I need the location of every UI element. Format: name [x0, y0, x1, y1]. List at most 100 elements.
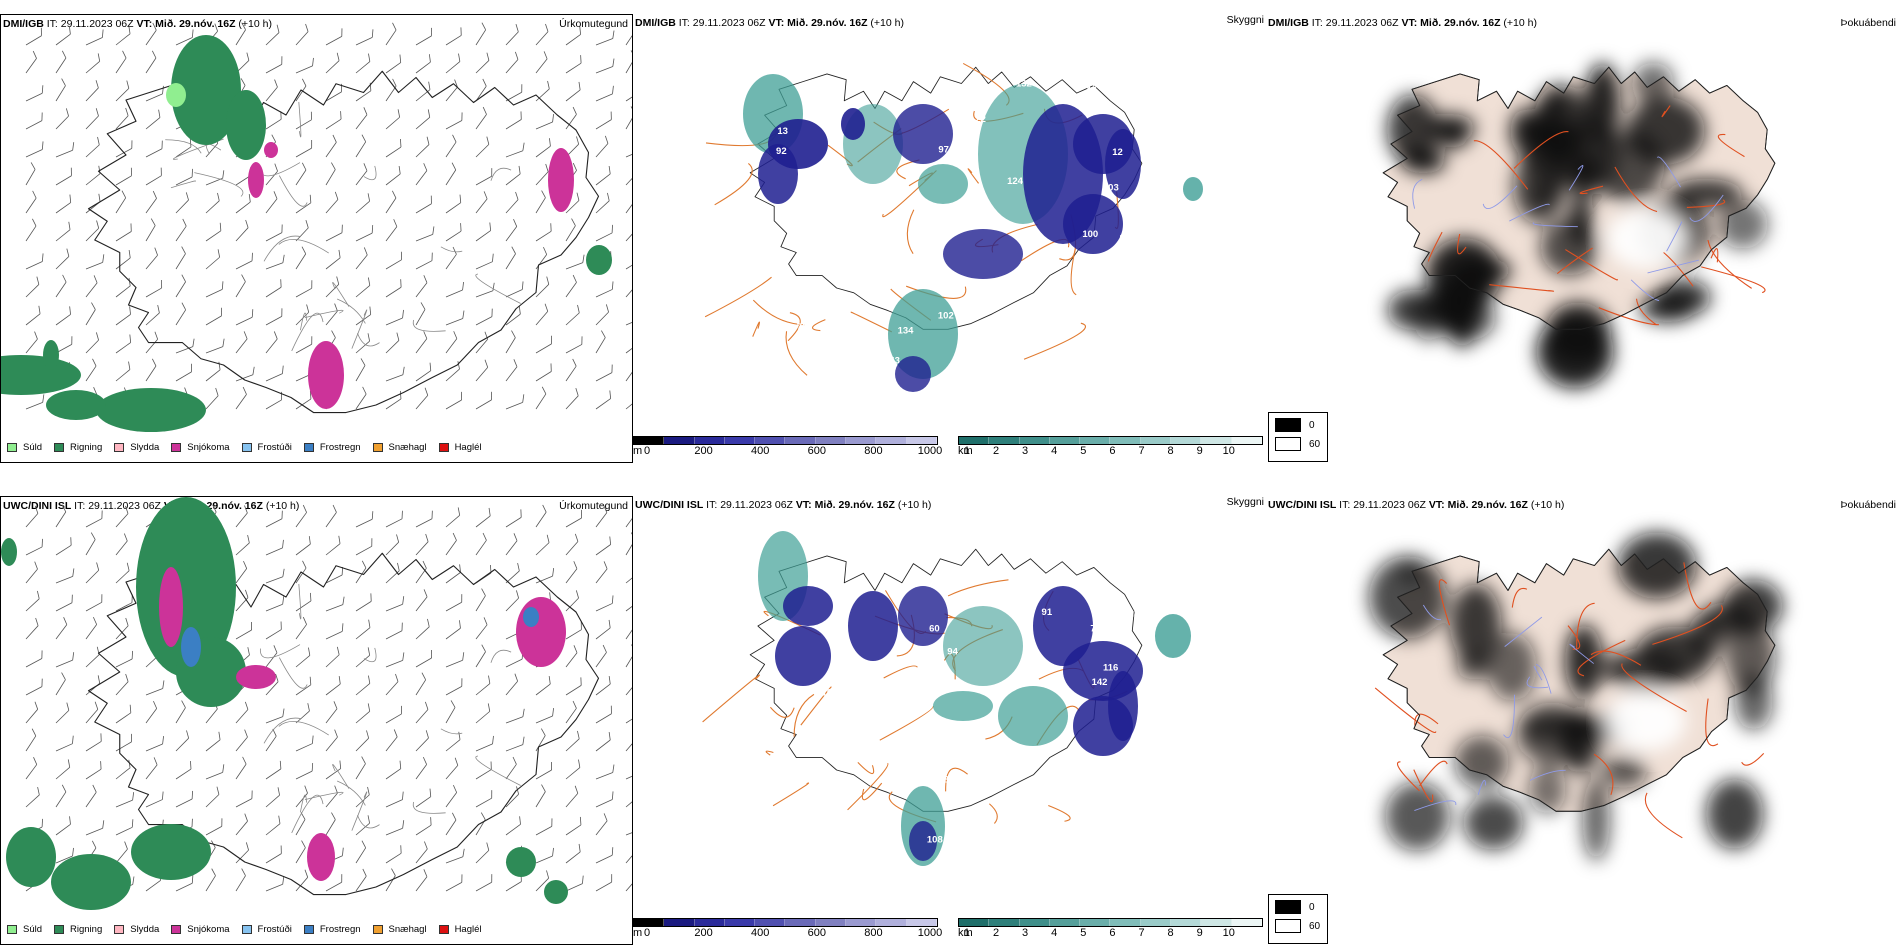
iceland-coastline	[87, 70, 600, 414]
wind-barb	[235, 868, 246, 892]
colorbar-cell	[989, 919, 1020, 926]
wind-barb	[295, 390, 312, 410]
wind-barb	[295, 616, 307, 640]
wind-barb	[295, 504, 307, 528]
wind-barb	[415, 302, 426, 326]
ceiling-area	[1033, 586, 1093, 666]
rain-area	[6, 827, 56, 887]
legend-item: Snjókoma	[171, 442, 230, 453]
river-line	[1482, 185, 1518, 209]
wind-barb	[25, 162, 36, 186]
wind-barb	[265, 815, 281, 836]
wind-barb	[55, 652, 75, 668]
ceiling-value-label: 12	[1112, 147, 1123, 158]
river-line	[1414, 800, 1457, 811]
fog-blob	[1669, 178, 1742, 208]
wind-barb	[175, 192, 189, 214]
iceland-coastline	[1382, 548, 1776, 812]
river-line	[1568, 165, 1584, 191]
rain-area	[1, 538, 17, 566]
wind-barb	[595, 791, 614, 808]
wind-barb	[265, 365, 284, 382]
wind-barb	[445, 361, 460, 382]
ceiling-value-label: 22	[975, 114, 986, 125]
wind-barb	[325, 224, 343, 242]
wind-barb	[265, 191, 278, 214]
ceiling-value-label: 191	[1086, 80, 1103, 91]
wind-barb	[355, 277, 371, 298]
wind-barb	[85, 108, 99, 130]
colorbar-cell	[1110, 437, 1141, 444]
wind-barb	[475, 308, 493, 326]
colorbar-cell	[1201, 919, 1232, 926]
wind-barb	[85, 275, 98, 298]
wind-barb	[475, 874, 493, 892]
wind-barb	[115, 792, 135, 808]
road-line	[800, 686, 832, 726]
river-line	[1656, 156, 1681, 188]
precip-type-label-row2: Úrkomutegund	[559, 500, 628, 512]
river-line	[351, 791, 368, 831]
wind-barb	[595, 281, 614, 298]
road-line	[1576, 602, 1595, 651]
wind-barb	[175, 138, 192, 158]
wind-barb	[565, 106, 577, 130]
wind-barb	[625, 828, 632, 836]
wind-barb	[25, 786, 40, 808]
ceiling-value-label: 60	[929, 624, 940, 635]
fog-type-label-row2: Þokuábendi	[1840, 499, 1896, 511]
wind-barb	[145, 331, 159, 354]
wind-barb	[55, 194, 72, 214]
wind-barb	[445, 194, 462, 214]
ceiling-value-label: 51	[878, 723, 889, 734]
wind-barb	[505, 394, 525, 410]
ceiling-value-label: 99	[1118, 247, 1129, 258]
wind-barb	[55, 847, 74, 864]
wind-barb	[355, 619, 371, 640]
ceiling-value-label: 132	[1016, 78, 1032, 89]
colorbar-labels: km 1 2 3 4 5 6 7 8 9 10	[958, 445, 1263, 457]
fog-free-area	[1606, 209, 1686, 269]
wind-barb	[145, 279, 163, 298]
wind-barb	[325, 83, 342, 102]
river-line	[1689, 194, 1724, 222]
wind-barb	[535, 303, 549, 326]
wind-barb	[55, 759, 71, 780]
wind-barb	[145, 757, 158, 780]
fog-type-label-row1: Þokuábendi	[1840, 17, 1896, 29]
colorbar-tick: 5	[1080, 445, 1087, 457]
river-line	[475, 273, 521, 304]
wind-barb	[445, 53, 461, 74]
wind-barb	[475, 78, 487, 102]
road-line	[772, 782, 809, 807]
colorbar-cell	[1049, 437, 1081, 444]
wind-barb	[355, 306, 372, 326]
legend-swatch	[241, 925, 252, 934]
colorbar-cell	[1231, 919, 1262, 926]
wind-barb	[565, 816, 582, 836]
wind-barb	[145, 22, 157, 46]
wind-barb	[55, 735, 74, 752]
road-line	[1593, 753, 1614, 796]
wind-barb	[565, 254, 585, 270]
wind-barb	[205, 764, 225, 780]
wind-barb	[55, 221, 71, 242]
ceiling-value-label: 29	[913, 271, 924, 282]
wind-barb	[475, 617, 488, 640]
fog-blob	[1617, 532, 1697, 599]
road-line	[1489, 284, 1555, 292]
river-line	[263, 717, 301, 744]
fog-blob	[1385, 782, 1450, 851]
ceiling-value-label: 142	[1092, 677, 1108, 688]
wind-barb	[355, 703, 371, 724]
ceiling-value-label: 103	[874, 236, 890, 247]
fog-blob	[1717, 199, 1768, 250]
wind-barb	[385, 190, 397, 214]
wind-barb	[415, 788, 432, 808]
ceiling-value-label: 127	[941, 749, 957, 760]
wind-barb	[85, 820, 105, 836]
wind-barb	[445, 594, 463, 612]
river-line	[206, 143, 222, 155]
wind-barb	[505, 736, 525, 752]
wind-barb	[505, 786, 520, 808]
